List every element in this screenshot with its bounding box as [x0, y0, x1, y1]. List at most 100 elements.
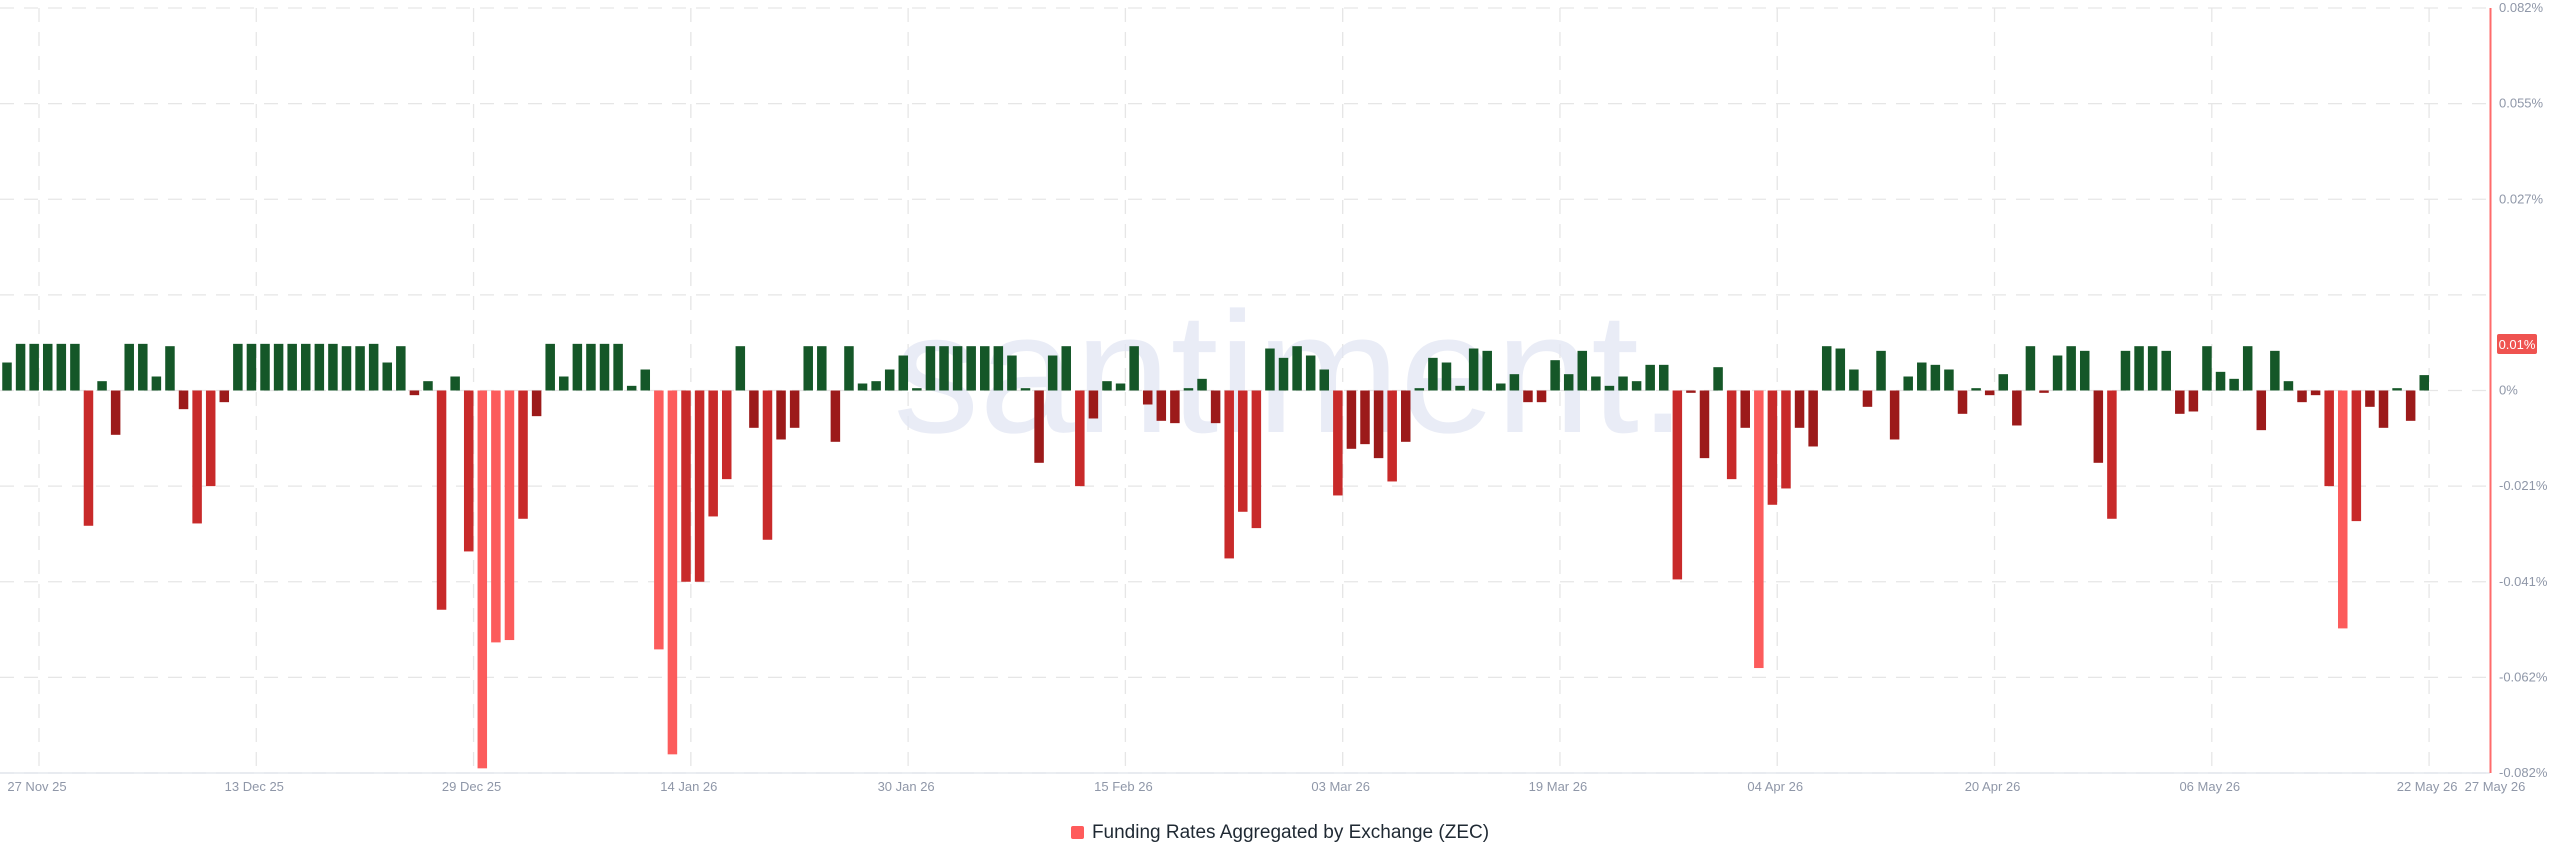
bar[interactable]	[1414, 388, 1425, 391]
bar[interactable]	[2161, 350, 2171, 391]
bar[interactable]	[898, 355, 909, 391]
bar[interactable]	[844, 346, 854, 391]
bar[interactable]	[1455, 385, 1465, 391]
bar[interactable]	[151, 376, 162, 391]
bar[interactable]	[803, 346, 813, 391]
bar[interactable]	[1210, 390, 1221, 424]
bar[interactable]	[1373, 390, 1384, 459]
bar[interactable]	[1550, 360, 1560, 391]
bar[interactable]	[2120, 350, 2131, 391]
bar[interactable]	[396, 346, 406, 391]
bar[interactable]	[1672, 390, 1683, 580]
bar[interactable]	[2338, 390, 2348, 629]
bar[interactable]	[491, 390, 501, 643]
bar[interactable]	[789, 390, 800, 428]
bar[interactable]	[1536, 390, 1547, 403]
bar[interactable]	[1713, 367, 1723, 391]
bar[interactable]	[341, 346, 352, 391]
bar[interactable]	[884, 369, 895, 391]
bar[interactable]	[1197, 378, 1207, 391]
bar[interactable]	[1251, 390, 1262, 529]
bar[interactable]	[1876, 350, 1886, 391]
bar[interactable]	[219, 390, 230, 403]
bar[interactable]	[857, 383, 868, 391]
bar[interactable]	[1591, 376, 1601, 391]
bar[interactable]	[626, 385, 637, 391]
bar[interactable]	[1020, 388, 1031, 391]
bar[interactable]	[1971, 388, 1981, 391]
bar[interactable]	[1917, 362, 1927, 391]
bar[interactable]	[2365, 390, 2375, 407]
bar[interactable]	[1468, 348, 1479, 391]
bar[interactable]	[1794, 390, 1805, 428]
bar[interactable]	[2079, 350, 2090, 391]
bar[interactable]	[2188, 390, 2199, 412]
bar[interactable]	[912, 388, 922, 391]
bar[interactable]	[124, 343, 134, 391]
bar[interactable]	[1618, 376, 1628, 391]
bar[interactable]	[2310, 390, 2321, 396]
bar[interactable]	[762, 390, 773, 540]
bar[interactable]	[178, 390, 189, 410]
bar[interactable]	[708, 390, 718, 517]
bar[interactable]	[2066, 346, 2076, 391]
bar[interactable]	[1957, 390, 1968, 414]
bar[interactable]	[1604, 385, 1615, 391]
bar[interactable]	[287, 343, 297, 391]
bar[interactable]	[1496, 383, 1506, 391]
bar[interactable]	[2107, 390, 2117, 519]
bar[interactable]	[97, 381, 107, 391]
bar[interactable]	[2229, 378, 2239, 391]
bar[interactable]	[42, 343, 53, 391]
bar[interactable]	[1333, 390, 1343, 496]
bar[interactable]	[1808, 390, 1818, 447]
bar[interactable]	[952, 346, 963, 391]
bar[interactable]	[1686, 390, 1696, 393]
bar[interactable]	[939, 346, 949, 391]
bar[interactable]	[165, 346, 175, 391]
bar[interactable]	[2297, 390, 2307, 403]
bar[interactable]	[110, 390, 121, 435]
bar[interactable]	[776, 390, 786, 440]
bar[interactable]	[328, 343, 338, 391]
bar[interactable]	[1903, 376, 1913, 391]
bar[interactable]	[138, 343, 148, 391]
bar[interactable]	[436, 390, 447, 610]
bar[interactable]	[1767, 390, 1778, 505]
bar[interactable]	[192, 390, 202, 524]
bar[interactable]	[1754, 390, 1764, 669]
bar[interactable]	[382, 362, 392, 391]
bar[interactable]	[1278, 357, 1289, 391]
bar[interactable]	[1346, 390, 1357, 449]
bar[interactable]	[1577, 350, 1588, 391]
bar[interactable]	[1441, 362, 1452, 391]
bar[interactable]	[2093, 390, 2104, 463]
bar[interactable]	[314, 343, 325, 391]
bar[interactable]	[1088, 390, 1099, 419]
bar[interactable]	[735, 346, 746, 391]
bar[interactable]	[1523, 390, 1533, 403]
bar[interactable]	[1659, 364, 1669, 391]
bar[interactable]	[1428, 357, 1438, 391]
bar[interactable]	[233, 343, 243, 391]
bar[interactable]	[1142, 390, 1153, 405]
bar[interactable]	[545, 343, 555, 391]
bar[interactable]	[1292, 346, 1302, 391]
bar[interactable]	[1183, 388, 1194, 391]
bar[interactable]	[15, 343, 26, 391]
bar[interactable]	[572, 343, 583, 391]
bar[interactable]	[871, 381, 881, 391]
bar[interactable]	[599, 343, 610, 391]
bar[interactable]	[1007, 355, 1017, 391]
bar[interactable]	[1781, 390, 1791, 489]
bar[interactable]	[531, 390, 542, 417]
bar[interactable]	[1726, 390, 1737, 480]
bar[interactable]	[654, 390, 664, 650]
bar[interactable]	[1645, 364, 1655, 391]
bar[interactable]	[1115, 383, 1126, 391]
bar[interactable]	[1387, 390, 1397, 482]
bar[interactable]	[260, 343, 270, 391]
bar[interactable]	[2012, 390, 2022, 426]
bar[interactable]	[1984, 390, 1995, 396]
bar[interactable]	[450, 376, 460, 391]
